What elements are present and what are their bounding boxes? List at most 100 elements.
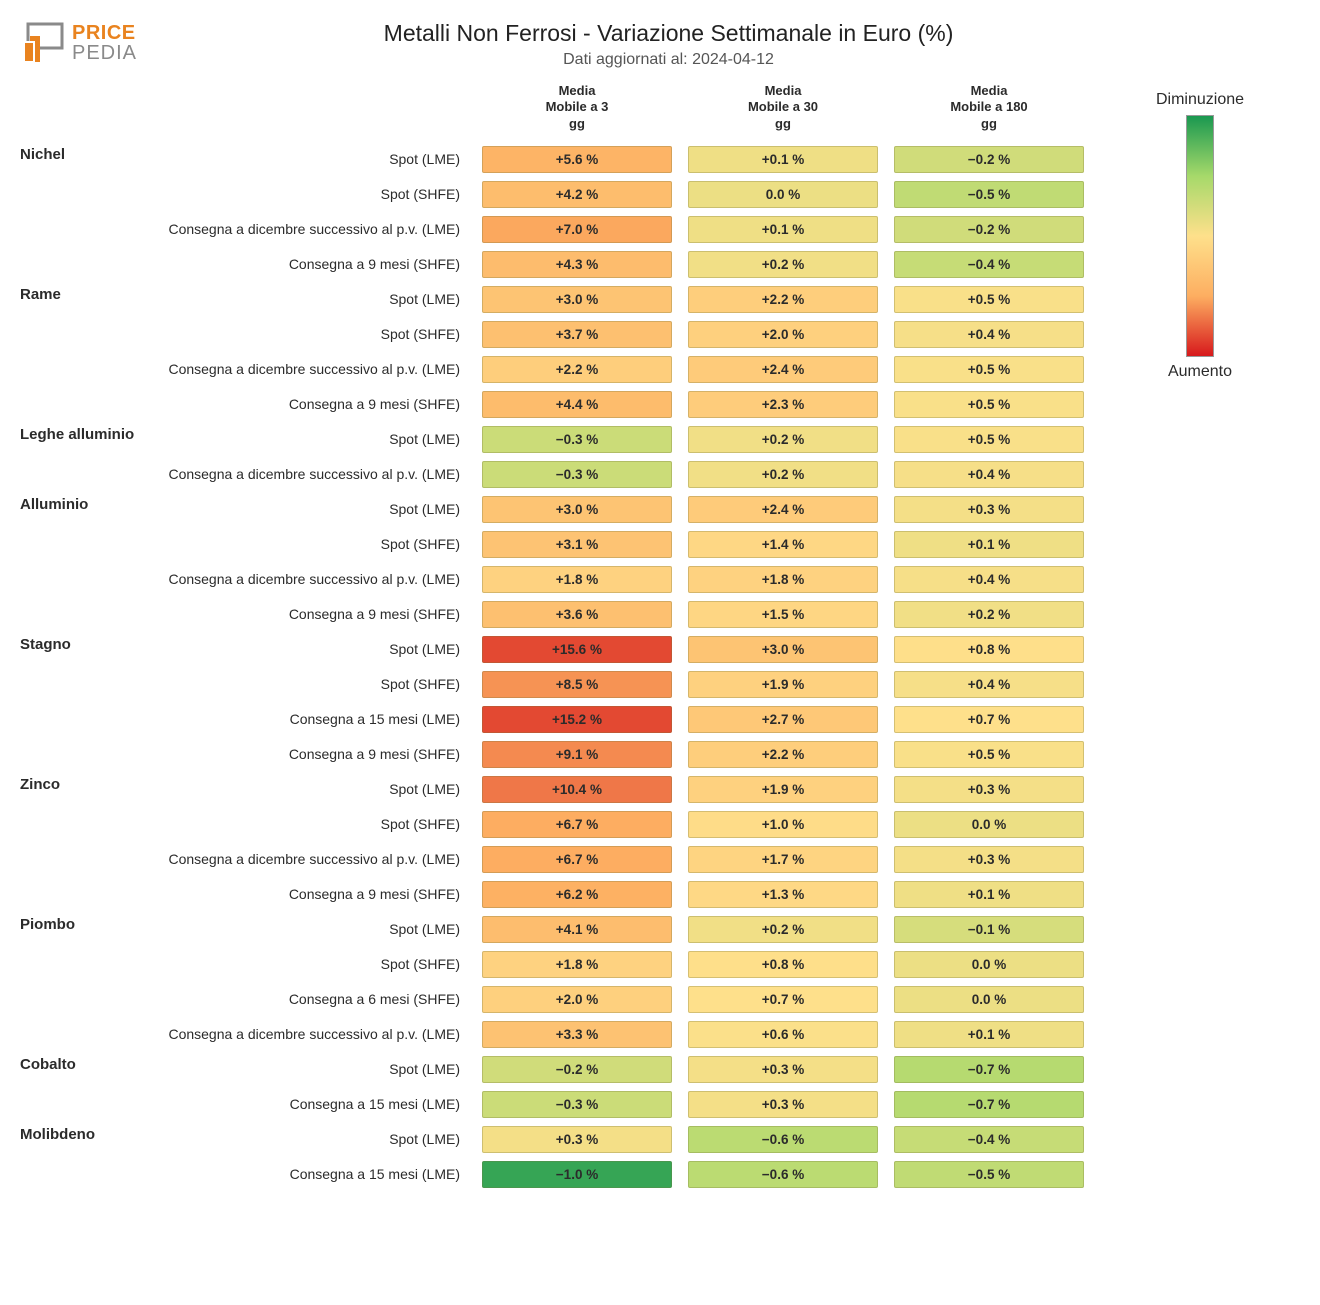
- heatmap-cell: +1.9 %: [688, 671, 878, 698]
- heatmap-cell: +9.1 %: [482, 741, 672, 768]
- heatmap-cell: +0.3 %: [894, 496, 1084, 523]
- legend-bottom-label: Aumento: [1168, 363, 1232, 381]
- heatmap-cell: +0.1 %: [688, 146, 878, 173]
- page-title: Metalli Non Ferrosi - Variazione Settima…: [137, 20, 1200, 47]
- heatmap-cell: +0.5 %: [894, 391, 1084, 418]
- logo-icon: [20, 20, 66, 66]
- header: PRICE PEDIA Metalli Non Ferrosi - Variaz…: [20, 20, 1300, 69]
- heatmap-cell: +0.4 %: [894, 566, 1084, 593]
- heatmap-cell: +0.2 %: [688, 916, 878, 943]
- heatmap-cell: −0.2 %: [894, 146, 1084, 173]
- heatmap-cell: +0.4 %: [894, 671, 1084, 698]
- category-label: Zinco: [20, 772, 180, 793]
- heatmap-cell: +0.6 %: [688, 1021, 878, 1048]
- heatmap-cell: +0.4 %: [894, 461, 1084, 488]
- heatmap-cell: −0.5 %: [894, 181, 1084, 208]
- brand-top: PRICE: [72, 23, 137, 43]
- heatmap-cell: +1.8 %: [482, 951, 672, 978]
- heatmap-cell: +10.4 %: [482, 776, 672, 803]
- logo-text: PRICE PEDIA: [72, 23, 137, 63]
- heatmap-cell: +0.2 %: [894, 601, 1084, 628]
- heatmap-cell: −0.3 %: [482, 426, 672, 453]
- heatmap-cell: +15.6 %: [482, 636, 672, 663]
- category-label: Stagno: [20, 632, 180, 653]
- heatmap-cell: +2.0 %: [482, 986, 672, 1013]
- heatmap-cell: +1.0 %: [688, 811, 878, 838]
- heatmap-cell: +0.5 %: [894, 426, 1084, 453]
- row-label: Consegna a dicembre successivo al p.v. (…: [20, 221, 466, 237]
- heatmap-cell: +0.7 %: [688, 986, 878, 1013]
- heatmap-cell: +1.4 %: [688, 531, 878, 558]
- heatmap-cell: +5.6 %: [482, 146, 672, 173]
- heatmap-cell: +2.2 %: [482, 356, 672, 383]
- heatmap-cell: +2.4 %: [688, 496, 878, 523]
- row-label: Spot (SHFE): [196, 956, 466, 972]
- heatmap-cell: +0.5 %: [894, 741, 1084, 768]
- heatmap-cell: +6.2 %: [482, 881, 672, 908]
- category-label: Leghe alluminio: [20, 422, 180, 443]
- heatmap-cell: +0.1 %: [894, 881, 1084, 908]
- row-label: Spot (LME): [196, 291, 466, 307]
- row-label: Spot (SHFE): [196, 186, 466, 202]
- heatmap-cell: +3.6 %: [482, 601, 672, 628]
- heatmap-cell: −0.2 %: [894, 216, 1084, 243]
- heatmap-cell: +3.1 %: [482, 531, 672, 558]
- heatmap-cell: +1.5 %: [688, 601, 878, 628]
- row-label: Spot (SHFE): [196, 816, 466, 832]
- heatmap-table: MediaMobile a 3ggMediaMobile a 30ggMedia…: [20, 79, 1300, 1192]
- heatmap-cell: 0.0 %: [894, 811, 1084, 838]
- heatmap-cell: +0.3 %: [688, 1056, 878, 1083]
- row-label: Consegna a dicembre successivo al p.v. (…: [20, 361, 466, 377]
- heatmap-cell: −0.6 %: [688, 1161, 878, 1188]
- heatmap-cell: −1.0 %: [482, 1161, 672, 1188]
- heatmap-cell: +3.0 %: [482, 286, 672, 313]
- row-label: Spot (LME): [196, 151, 466, 167]
- column-header: MediaMobile a 180gg: [894, 79, 1084, 142]
- row-label: Spot (LME): [196, 781, 466, 797]
- row-label: Spot (LME): [196, 1131, 466, 1147]
- heatmap-cell: −0.6 %: [688, 1126, 878, 1153]
- heatmap-cell: −0.3 %: [482, 461, 672, 488]
- heatmap-cell: +2.2 %: [688, 741, 878, 768]
- heatmap-cell: +4.4 %: [482, 391, 672, 418]
- row-label: Spot (SHFE): [196, 326, 466, 342]
- row-label: Spot (LME): [196, 641, 466, 657]
- legend: DiminuzioneAumento: [1100, 79, 1300, 387]
- heatmap-cell: +3.3 %: [482, 1021, 672, 1048]
- heatmap-cell: +0.1 %: [894, 1021, 1084, 1048]
- heatmap-cell: +2.7 %: [688, 706, 878, 733]
- heatmap-cell: +0.2 %: [688, 251, 878, 278]
- row-label: Consegna a 15 mesi (LME): [196, 711, 466, 727]
- row-label: Consegna a dicembre successivo al p.v. (…: [20, 1026, 466, 1042]
- category-label: Piombo: [20, 912, 180, 933]
- heatmap-cell: +6.7 %: [482, 811, 672, 838]
- heatmap-cell: +0.8 %: [894, 636, 1084, 663]
- brand-bottom: PEDIA: [72, 43, 137, 63]
- heatmap-cell: +7.0 %: [482, 216, 672, 243]
- category-label: Rame: [20, 282, 180, 303]
- heatmap-cell: +0.2 %: [688, 461, 878, 488]
- row-label: Consegna a 15 mesi (LME): [196, 1166, 466, 1182]
- heatmap-cell: +6.7 %: [482, 846, 672, 873]
- legend-gradient: [1186, 115, 1214, 357]
- heatmap-cell: +8.5 %: [482, 671, 672, 698]
- heatmap-cell: +3.7 %: [482, 321, 672, 348]
- row-label: Consegna a 9 mesi (SHFE): [196, 256, 466, 272]
- category-label: Cobalto: [20, 1052, 180, 1073]
- heatmap-cell: +0.3 %: [894, 776, 1084, 803]
- heatmap-cell: +15.2 %: [482, 706, 672, 733]
- heatmap-cell: +3.0 %: [482, 496, 672, 523]
- heatmap-cell: +3.0 %: [688, 636, 878, 663]
- heatmap-cell: −0.7 %: [894, 1056, 1084, 1083]
- category-label: Alluminio: [20, 492, 180, 513]
- page-subtitle: Dati aggiornati al: 2024-04-12: [137, 51, 1200, 69]
- row-label: Spot (LME): [196, 431, 466, 447]
- category-label: Molibdeno: [20, 1122, 180, 1143]
- heatmap-cell: −0.2 %: [482, 1056, 672, 1083]
- heatmap-cell: −0.4 %: [894, 251, 1084, 278]
- heatmap-cell: +2.2 %: [688, 286, 878, 313]
- heatmap-cell: +4.3 %: [482, 251, 672, 278]
- heatmap-cell: +2.3 %: [688, 391, 878, 418]
- heatmap-cell: +0.3 %: [894, 846, 1084, 873]
- heatmap-cell: +2.0 %: [688, 321, 878, 348]
